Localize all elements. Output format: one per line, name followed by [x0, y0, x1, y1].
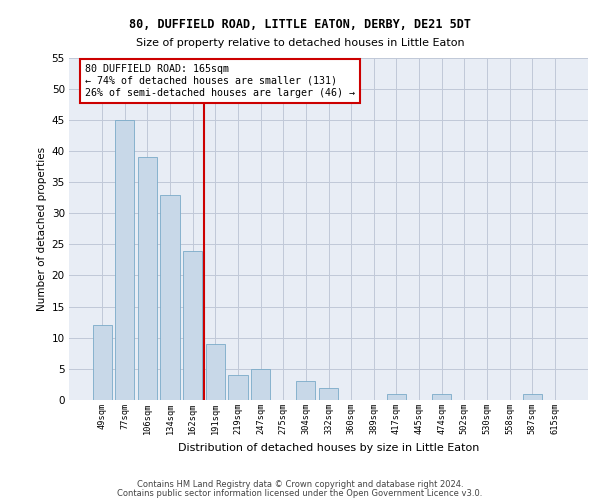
Text: 80, DUFFIELD ROAD, LITTLE EATON, DERBY, DE21 5DT: 80, DUFFIELD ROAD, LITTLE EATON, DERBY, … [129, 18, 471, 30]
Bar [229, 375, 248, 400]
Bar [296, 382, 316, 400]
Bar [115, 120, 134, 400]
Bar [138, 157, 157, 400]
Bar [92, 326, 112, 400]
Bar [319, 388, 338, 400]
Bar [387, 394, 406, 400]
Bar [160, 194, 180, 400]
Bar [432, 394, 451, 400]
Bar [523, 394, 542, 400]
Bar [251, 369, 270, 400]
Y-axis label: Number of detached properties: Number of detached properties [37, 146, 47, 311]
Text: 80 DUFFIELD ROAD: 165sqm
← 74% of detached houses are smaller (131)
26% of semi-: 80 DUFFIELD ROAD: 165sqm ← 74% of detach… [85, 64, 355, 98]
Text: Contains public sector information licensed under the Open Government Licence v3: Contains public sector information licen… [118, 489, 482, 498]
Bar [183, 250, 202, 400]
Text: Size of property relative to detached houses in Little Eaton: Size of property relative to detached ho… [136, 38, 464, 48]
Text: Contains HM Land Registry data © Crown copyright and database right 2024.: Contains HM Land Registry data © Crown c… [137, 480, 463, 489]
X-axis label: Distribution of detached houses by size in Little Eaton: Distribution of detached houses by size … [178, 442, 479, 452]
Bar [206, 344, 225, 400]
